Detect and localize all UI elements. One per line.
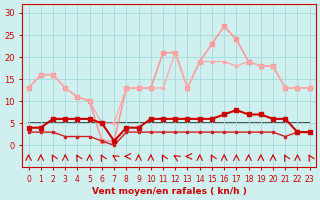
X-axis label: Vent moyen/en rafales ( kn/h ): Vent moyen/en rafales ( kn/h )	[92, 187, 247, 196]
